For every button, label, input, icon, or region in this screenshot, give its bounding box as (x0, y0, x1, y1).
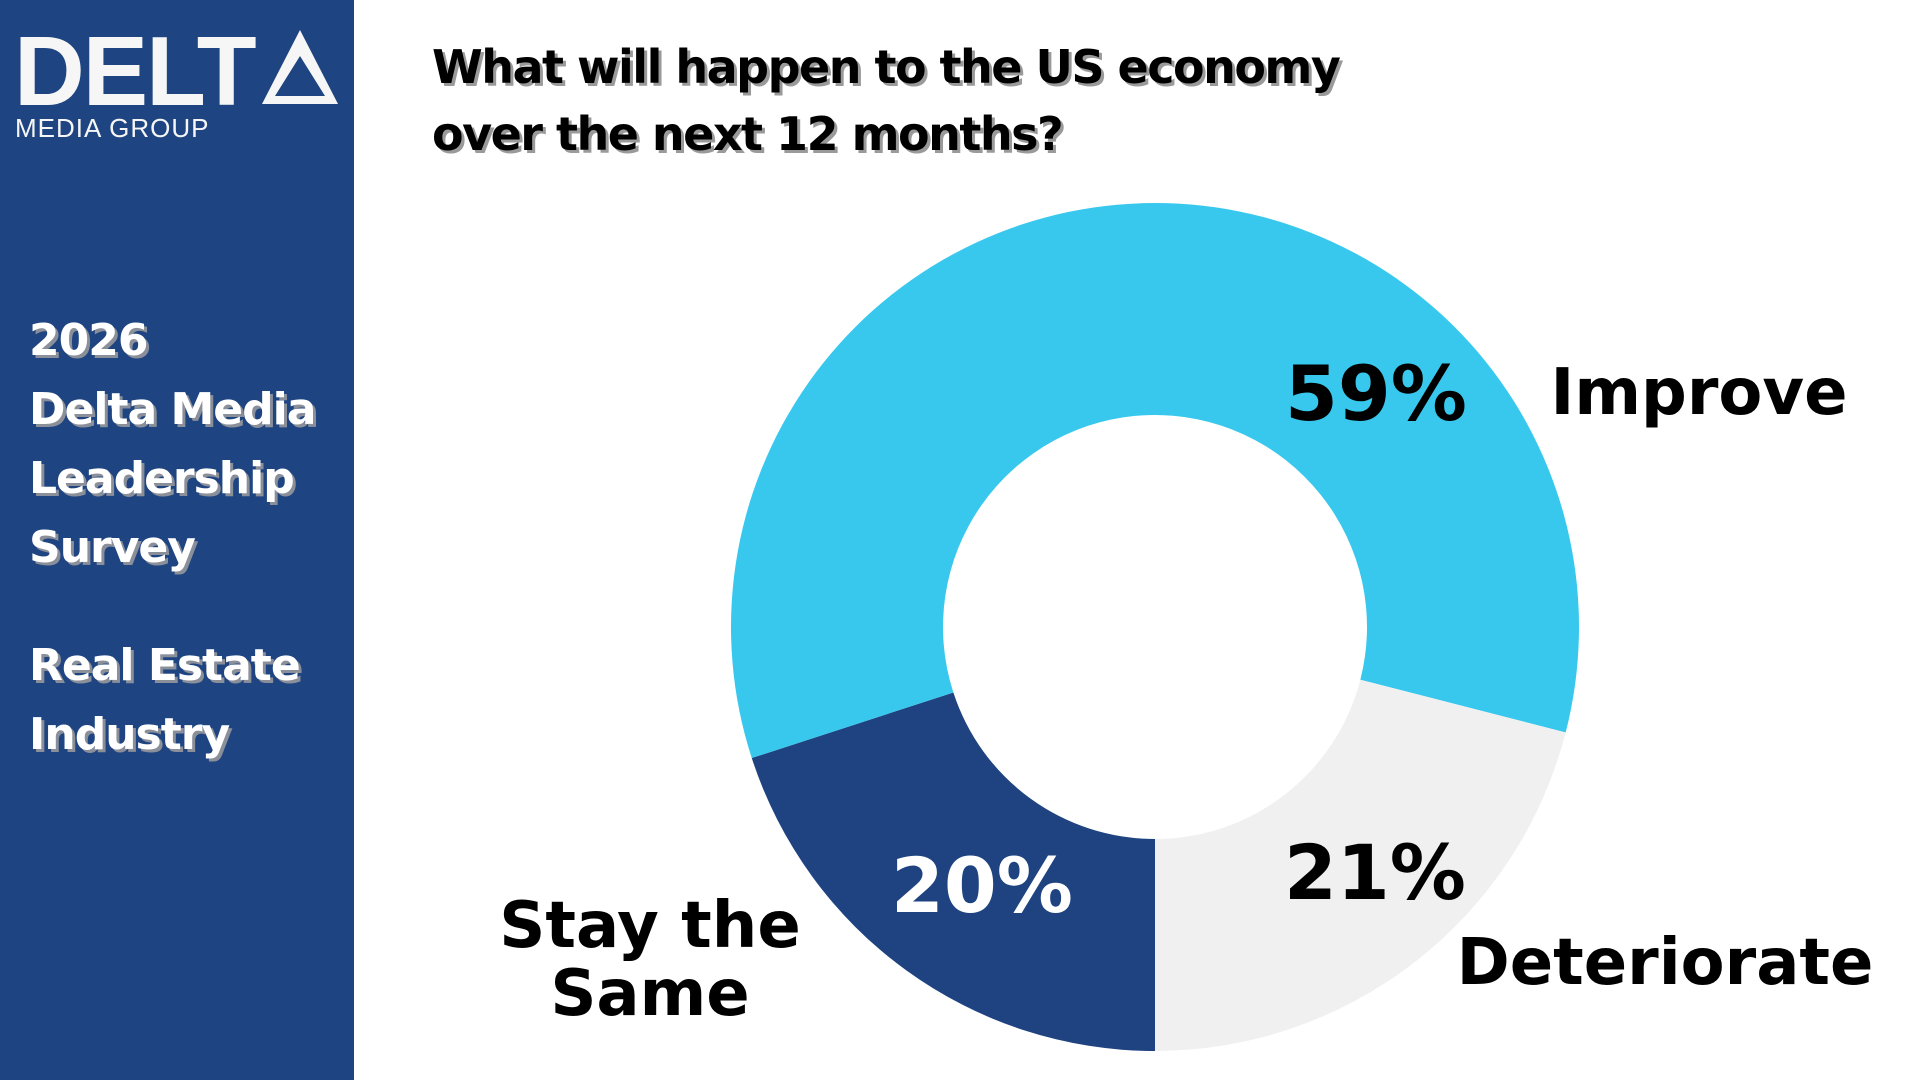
category-label: Deteriorate (1457, 926, 1874, 1000)
title-line: What will happen to the US economy (432, 40, 1341, 94)
category-label: Stay the Same (499, 889, 800, 1031)
sidebar-text: 2026 Delta Media Leadership Survey (29, 306, 316, 582)
value-label: 21% (1284, 828, 1466, 917)
chart-title: What will happen to the US economy over … (432, 34, 1341, 168)
sidebar-line: Industry (29, 709, 230, 760)
sidebar-line: Delta Media (29, 384, 316, 435)
value-label: 20% (891, 841, 1073, 930)
slice-stay-the-same (751, 692, 1155, 1051)
title-line: over the next 12 months? (432, 107, 1064, 161)
delta-triangle-icon (262, 30, 338, 104)
sidebar: DELT MEDIA GROUP 2026 Delta Media Leadersh… (0, 0, 354, 1080)
sidebar-text: Real Estate Industry (29, 631, 301, 769)
sidebar-line: Leadership (29, 453, 295, 504)
sidebar-line: Survey (29, 522, 196, 573)
value-label: 59% (1285, 349, 1467, 438)
sidebar-line: 2026 (29, 315, 148, 366)
logo-subtitle: MEDIA GROUP (15, 113, 210, 143)
slice-improve (731, 203, 1579, 759)
sidebar-line: Real Estate (29, 640, 301, 691)
slice-deteriorate (1155, 679, 1566, 1051)
category-label: Improve (1551, 356, 1848, 430)
logo-wordmark: DELT (14, 16, 257, 126)
